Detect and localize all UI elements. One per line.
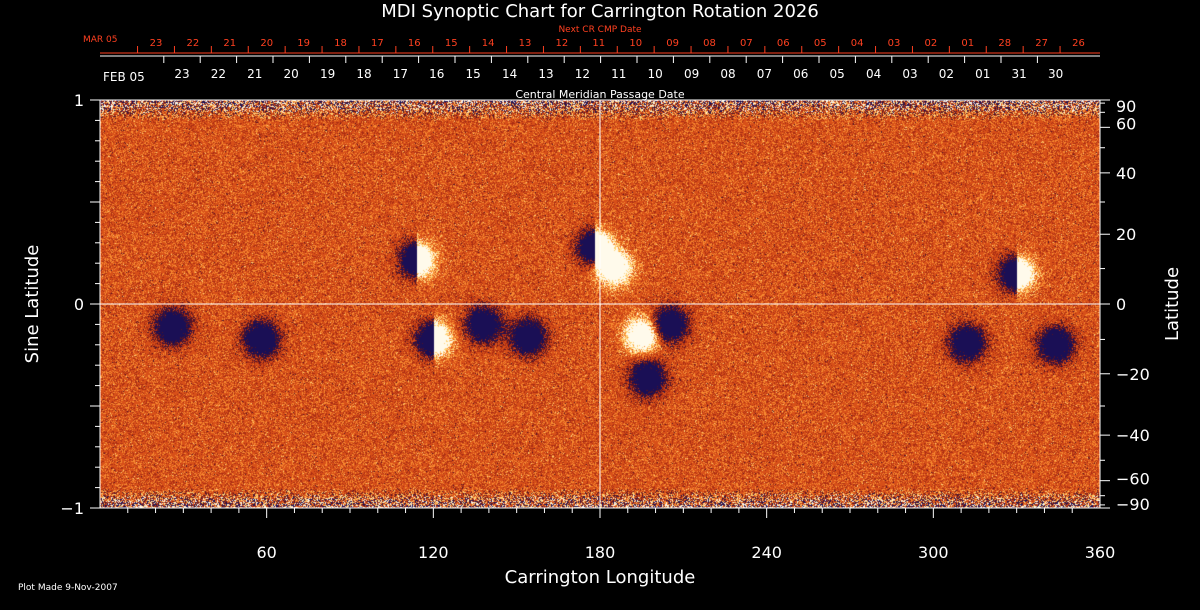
x-tick-label: 240 — [751, 543, 782, 562]
cmp-date-label: 31 — [1012, 67, 1027, 81]
y-axis-left: 1 0 −1 — [60, 91, 100, 518]
next-cr-date-label: 01 — [961, 38, 974, 49]
cmp-date-label: 21 — [247, 67, 262, 81]
next-cr-date-label: 11 — [592, 38, 605, 49]
cmp-date-label: 02 — [939, 67, 954, 81]
next-cr-date-label: 27 — [1035, 38, 1048, 49]
next-cr-date-label: 28 — [998, 38, 1011, 49]
y-right-tick-label: 20 — [1116, 225, 1136, 244]
next-cr-date-label: 18 — [334, 38, 347, 49]
next-cr-date-label: 26 — [1072, 38, 1085, 49]
cmp-date-label: 01 — [975, 67, 990, 81]
cmp-date-label: 17 — [393, 67, 408, 81]
next-cr-date-label: 03 — [888, 38, 901, 49]
chart-title: MDI Synoptic Chart for Carrington Rotati… — [381, 1, 819, 22]
next-cr-date-label: 12 — [556, 38, 569, 49]
next-cr-date-label: 17 — [371, 38, 384, 49]
cmp-date-label: 05 — [830, 67, 845, 81]
next-cr-date-label: 14 — [482, 38, 495, 49]
cmp-date-label: 07 — [757, 67, 772, 81]
next-cr-date-label: 06 — [777, 38, 790, 49]
x-axis: 60 120 180 240 300 360 — [127, 508, 1116, 562]
next-cr-date-label: 16 — [408, 38, 421, 49]
next-cr-date-label: 09 — [666, 38, 679, 49]
x-tick-label: 60 — [256, 543, 276, 562]
y-left-tick-label: 0 — [74, 295, 84, 314]
x-tick-label: 180 — [585, 543, 616, 562]
cmp-date-label: 22 — [211, 67, 226, 81]
next-cr-date-label: 23 — [150, 38, 163, 49]
next-cr-axis-label: Next CR CMP Date — [558, 25, 642, 35]
y-right-tick-label: −60 — [1116, 470, 1150, 489]
y-axis-right-label: Latitude — [1162, 267, 1183, 341]
next-cr-date-label: 13 — [519, 38, 532, 49]
y-right-tick-label: −20 — [1116, 365, 1150, 384]
cmp-date-label: 19 — [320, 67, 335, 81]
plot-made-note: Plot Made 9-Nov-2007 — [18, 583, 118, 593]
cmp-date-label: 10 — [648, 67, 663, 81]
next-cr-date-axis: 23 22 21 20 19 18 17 16 15 14 13 12 11 10 09 08 07 06 05 04… — [100, 38, 1100, 54]
cmp-date-label: 30 — [1048, 67, 1063, 81]
next-cr-date-label: 07 — [740, 38, 753, 49]
cmp-date-label: 03 — [902, 67, 917, 81]
y-left-tick-label: 1 — [74, 91, 84, 110]
cmp-date-label: 12 — [575, 67, 590, 81]
cmp-date-label: 15 — [466, 67, 481, 81]
next-cr-date-label: 21 — [223, 38, 236, 49]
cmp-date-label: 09 — [684, 67, 699, 81]
cmp-axis-label: Central Meridian Passage Date — [515, 88, 684, 101]
y-right-tick-label: 0 — [1116, 295, 1126, 314]
cmp-date-label: 06 — [793, 67, 808, 81]
cmp-date-label: 11 — [611, 67, 626, 81]
cmp-month-label: FEB 05 — [103, 70, 145, 84]
y-right-tick-label: −40 — [1116, 426, 1150, 445]
next-cr-date-label: 10 — [629, 38, 642, 49]
cmp-date-label: 14 — [502, 67, 517, 81]
cmp-date-label: 23 — [174, 67, 189, 81]
x-tick-label: 360 — [1085, 543, 1116, 562]
cmp-date-label: 18 — [356, 67, 371, 81]
next-cr-month-label: MAR 05 — [83, 35, 118, 45]
x-axis-label: Carrington Longitude — [505, 567, 696, 588]
next-cr-date-label: 04 — [851, 38, 864, 49]
next-cr-date-label: 20 — [260, 38, 273, 49]
x-tick-label: 300 — [918, 543, 949, 562]
cmp-date-label: 04 — [866, 67, 881, 81]
y-left-tick-label: −1 — [60, 499, 84, 518]
cmp-date-label: 08 — [720, 67, 735, 81]
cmp-date-label: 13 — [538, 67, 553, 81]
y-right-tick-label: −90 — [1116, 495, 1150, 514]
y-right-tick-label: 60 — [1116, 114, 1136, 133]
next-cr-date-label: 19 — [297, 38, 310, 49]
y-right-tick-label: 40 — [1116, 164, 1136, 183]
next-cr-date-label: 22 — [187, 38, 200, 49]
cmp-date-axis: 23 22 21 20 19 18 17 16 15 14 13 12 11 10 09 08 07 06 05 04… — [100, 55, 1100, 81]
x-tick-label: 120 — [418, 543, 449, 562]
next-cr-date-label: 08 — [703, 38, 716, 49]
cmp-date-label: 16 — [429, 67, 444, 81]
y-axis-left-label: Sine Latitude — [22, 245, 43, 364]
cmp-date-label: 20 — [284, 67, 299, 81]
next-cr-date-label: 05 — [814, 38, 827, 49]
next-cr-date-label: 15 — [445, 38, 458, 49]
y-right-tick-label: 90 — [1116, 97, 1136, 116]
next-cr-date-label: 02 — [925, 38, 938, 49]
